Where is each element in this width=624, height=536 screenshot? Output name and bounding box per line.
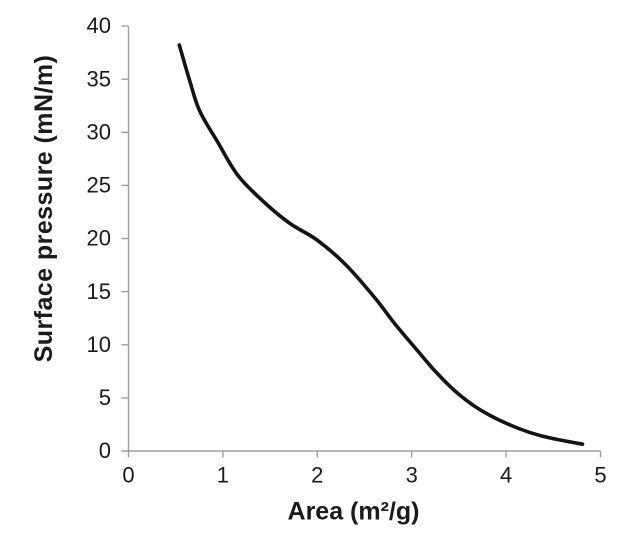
svg-text:10: 10 — [87, 332, 111, 357]
svg-text:1: 1 — [217, 463, 229, 488]
svg-text:4: 4 — [500, 463, 512, 488]
svg-text:30: 30 — [87, 120, 111, 145]
svg-text:2: 2 — [311, 463, 323, 488]
svg-text:0: 0 — [122, 463, 134, 488]
svg-text:40: 40 — [87, 13, 111, 38]
svg-text:15: 15 — [87, 279, 111, 304]
svg-text:25: 25 — [87, 173, 111, 198]
svg-text:3: 3 — [406, 463, 418, 488]
svg-text:0: 0 — [99, 438, 111, 463]
svg-text:5: 5 — [594, 463, 606, 488]
svg-text:20: 20 — [87, 226, 111, 251]
svg-text:Surface pressure (mN/m): Surface pressure (mN/m) — [30, 55, 58, 363]
svg-text:Area (m²/g): Area (m²/g) — [288, 498, 420, 526]
svg-text:5: 5 — [99, 385, 111, 410]
svg-text:35: 35 — [87, 66, 111, 91]
